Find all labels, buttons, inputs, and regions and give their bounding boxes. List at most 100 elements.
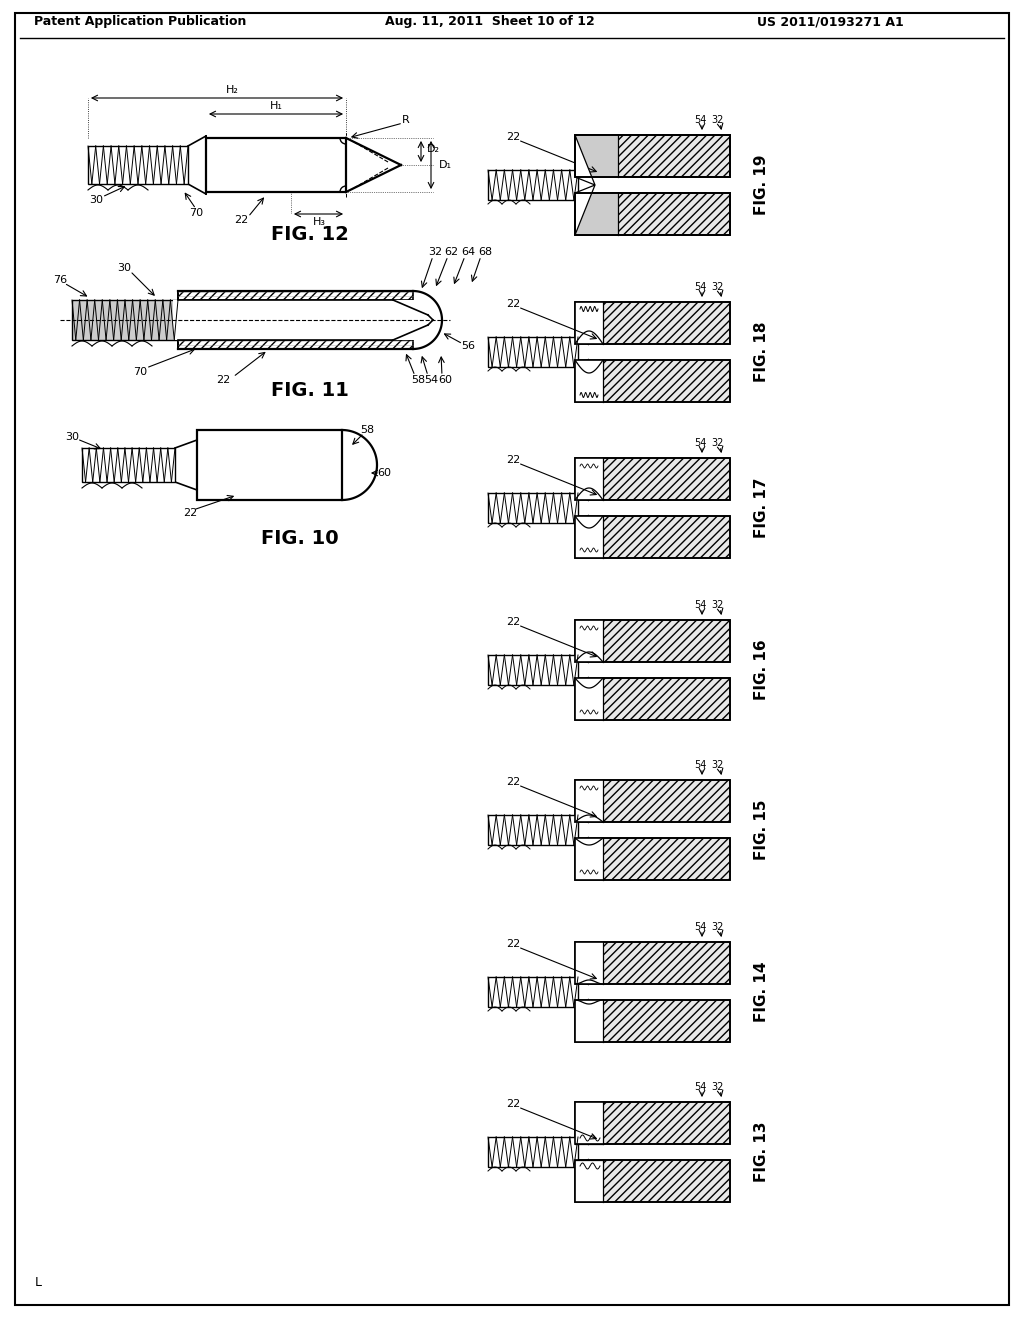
Bar [575,838,603,880]
Bar [575,620,730,663]
Bar [575,360,730,403]
Text: 70: 70 [133,367,147,378]
Bar [575,620,730,663]
Text: 32: 32 [712,760,724,770]
Text: 30: 30 [89,195,103,205]
Text: 54: 54 [694,1082,707,1092]
Text: FIG. 12: FIG. 12 [271,226,349,244]
Bar [72,300,178,341]
Bar [575,942,730,983]
Bar [197,430,342,500]
Text: 54: 54 [694,601,707,610]
Bar [575,458,730,500]
Text: D₂: D₂ [427,144,439,154]
Bar [575,780,730,822]
Bar [575,1001,730,1041]
Bar [488,170,578,201]
Bar [575,193,730,235]
Bar [575,193,730,235]
Bar [575,193,730,235]
Text: H₃: H₃ [312,216,326,227]
Text: Patent Application Publication: Patent Application Publication [34,16,246,29]
Text: 54: 54 [694,921,707,932]
Bar [178,290,413,300]
Text: 76: 76 [53,275,67,285]
Bar [575,193,603,235]
Text: 54: 54 [694,115,707,125]
Bar [575,360,603,403]
Bar [575,780,730,822]
Bar [575,620,730,663]
Bar [88,147,188,183]
Bar [575,135,730,177]
Bar [575,780,730,822]
Text: 56: 56 [461,341,475,351]
Bar [575,1160,730,1203]
Text: FIG. 14: FIG. 14 [755,962,769,1022]
Text: FIG. 10: FIG. 10 [261,528,339,548]
Bar [575,302,730,345]
Text: FIG. 19: FIG. 19 [755,154,769,215]
Bar [575,1001,603,1041]
Bar [575,678,730,719]
Text: 22: 22 [216,375,230,385]
Bar [575,135,730,177]
Bar [575,302,730,345]
Polygon shape [575,185,595,235]
Bar [575,516,730,558]
Bar [575,1102,730,1144]
Text: D₁: D₁ [438,160,452,170]
Text: FIG. 15: FIG. 15 [755,800,769,861]
Bar [575,678,730,719]
Bar [575,1160,603,1203]
Text: 32: 32 [712,601,724,610]
Bar [575,360,730,403]
Text: 32: 32 [712,282,724,292]
Bar [575,516,730,558]
Text: 22: 22 [506,616,520,627]
Bar [575,1102,730,1144]
Bar [575,516,730,558]
Text: 22: 22 [183,508,198,517]
Bar [575,838,730,880]
Bar [82,447,175,482]
Bar [488,337,578,367]
Bar [575,780,603,822]
Bar [575,135,618,177]
Text: 32: 32 [712,438,724,447]
Text: 68: 68 [478,247,493,257]
Text: FIG. 11: FIG. 11 [271,380,349,400]
Bar [575,360,730,403]
Text: FIG. 18: FIG. 18 [755,322,769,383]
Bar [575,458,603,500]
Text: 54: 54 [694,438,707,447]
Text: 32: 32 [428,247,442,257]
Bar [575,516,603,558]
Bar [575,302,603,345]
Text: 30: 30 [117,263,131,273]
Text: H₂: H₂ [225,84,239,95]
Bar [575,1102,730,1144]
Text: US 2011/0193271 A1: US 2011/0193271 A1 [757,16,903,29]
Text: 22: 22 [506,300,520,309]
Bar [575,458,730,500]
Bar [206,139,346,191]
Text: 54: 54 [694,760,707,770]
Text: FIG. 16: FIG. 16 [755,640,769,701]
Text: 54: 54 [694,282,707,292]
Text: 58: 58 [360,425,374,436]
Bar [575,1160,730,1203]
Text: 60: 60 [377,469,391,478]
Bar [575,678,603,719]
Bar [575,942,730,983]
Bar [575,1001,730,1041]
Bar [173,300,449,341]
Bar [575,135,730,177]
Text: 22: 22 [506,939,520,949]
Bar [488,977,578,1007]
Bar [575,942,603,983]
Text: R: R [402,115,410,125]
Bar [178,341,413,348]
Text: 32: 32 [712,921,724,932]
Text: 54: 54 [424,375,438,385]
